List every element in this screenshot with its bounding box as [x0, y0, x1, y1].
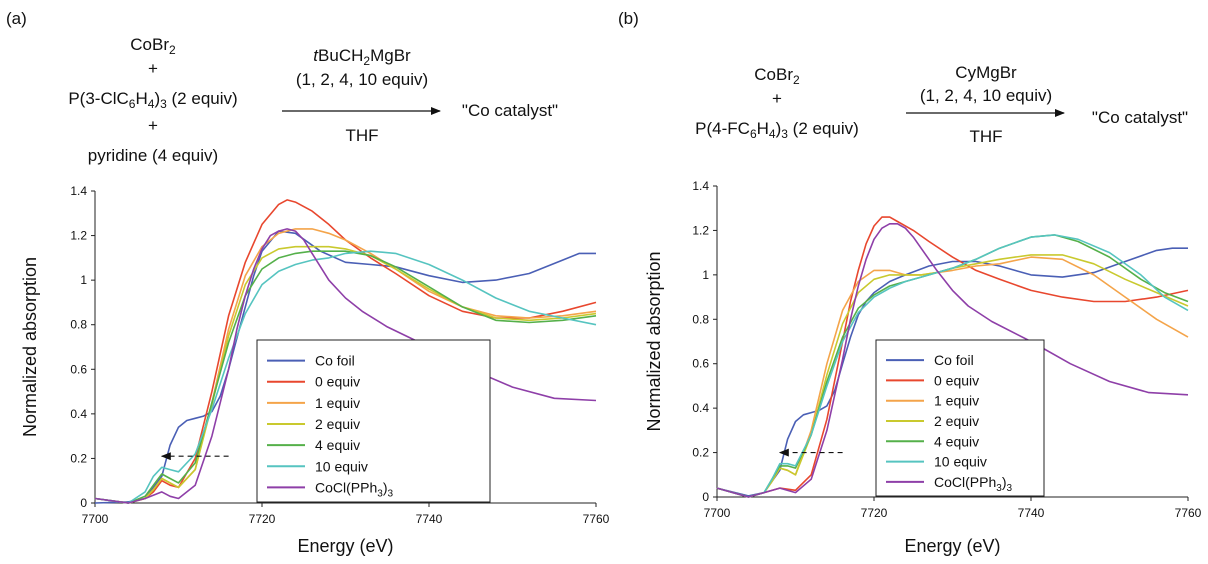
reagent-equiv: (1, 2, 4, 10 equiv) — [920, 86, 1052, 105]
solvent: THF — [969, 127, 1002, 146]
series-line-4-equiv — [94, 250, 597, 504]
reagent-equiv: (1, 2, 4, 10 equiv) — [296, 70, 428, 89]
x-axis-label: Energy (eV) — [904, 536, 1000, 556]
y-tick-label: 1 — [80, 273, 87, 287]
panel-b-scheme: (b) CoBr2 + P(4-FC6H4)3 (2 equiv) CyMgBr… — [618, 9, 1188, 146]
reactant-phosphine: P(4-FC6H4)3 (2 equiv) — [695, 119, 859, 141]
legend-label: 10 equiv — [315, 458, 368, 474]
reactant-phosphine: P(3-ClC6H4)3 (2 equiv) — [68, 89, 237, 111]
y-tick-label: 1.2 — [692, 223, 709, 237]
series-line-cocl-pph3-3 — [716, 223, 1189, 498]
y-tick-label: 0.6 — [70, 362, 87, 376]
xanes-plot-b: 0 0.2 0.4 0.6 0.8 1 1.2 1.4 7700 7720 7740 7760 Ener… — [644, 179, 1202, 556]
legend-label: 0 equiv — [315, 374, 360, 390]
y-tick-label: 0 — [702, 490, 709, 504]
series-line-2-equiv — [716, 254, 1189, 498]
y-tick-label: 0.4 — [70, 407, 87, 421]
y-tick-label: 1.2 — [70, 229, 87, 243]
legend-label: CoCl(PPh3)3 — [315, 479, 393, 499]
legend-label: 2 equiv — [934, 413, 979, 429]
x-tick-label: 7700 — [704, 506, 731, 520]
legend-label: 10 equiv — [934, 454, 987, 470]
product: "Co catalyst" — [1092, 108, 1188, 127]
plus-sign: + — [148, 59, 158, 78]
plus-sign: + — [148, 116, 158, 135]
legend-box — [256, 339, 491, 503]
legend-box — [875, 339, 1045, 497]
x-tick-label: 7760 — [583, 512, 610, 526]
series-line-10-equiv — [716, 234, 1189, 498]
y-tick-label: 0.2 — [692, 446, 709, 460]
product: "Co catalyst" — [462, 101, 558, 120]
x-tick-label: 7740 — [1018, 506, 1045, 520]
series-line-cocl-pph3-3 — [94, 228, 597, 504]
x-tick-label: 7760 — [1175, 506, 1202, 520]
legend-label: CoCl(PPh3)3 — [934, 474, 1012, 494]
series-line-co-foil — [94, 230, 596, 504]
series-line-10-equiv — [94, 250, 597, 504]
y-tick-label: 0 — [80, 496, 87, 510]
legend-label: 4 equiv — [315, 437, 360, 453]
legend: Co foil 0 equiv 1 equiv 2 equiv 4 equiv 10 eq… — [875, 339, 1045, 497]
series-line-4-equiv — [716, 234, 1189, 498]
xanes-plot-a: 0 0.2 0.4 0.6 0.8 1 1.2 1.4 7700 7720 7740 7760 Ener… — [20, 184, 610, 556]
legend-label: Co foil — [934, 352, 974, 368]
legend-label: 2 equiv — [315, 416, 360, 432]
legend-label: 0 equiv — [934, 372, 979, 388]
panel-a-scheme: (a) CoBr2 + P(3-ClC6H4)3 (2 equiv) + pyr… — [6, 9, 558, 165]
y-tick-label: 0.8 — [692, 312, 709, 326]
reactant-cobr2: CoBr2 — [754, 65, 800, 87]
x-tick-label: 7720 — [861, 506, 888, 520]
legend-label: 4 equiv — [934, 433, 979, 449]
x-tick-label: 7700 — [82, 512, 109, 526]
legend-label: Co foil — [315, 353, 355, 369]
x-axis-label: Energy (eV) — [297, 536, 393, 556]
y-tick-label: 1.4 — [692, 179, 709, 193]
x-tick-label: 7740 — [416, 512, 443, 526]
reagent-grignard: tBuCH2MgBr — [313, 46, 411, 68]
legend: Co foil 0 equiv 1 equiv 2 equiv 4 equiv 10 eq… — [256, 339, 491, 503]
reagent-grignard: CyMgBr — [955, 63, 1017, 82]
series-line-0-equiv — [716, 216, 1189, 498]
panel-b-label: (b) — [618, 9, 639, 28]
y-tick-label: 0.6 — [692, 357, 709, 371]
y-tick-label: 0.2 — [70, 451, 87, 465]
plus-sign: + — [772, 89, 782, 108]
y-tick-label: 0.8 — [70, 318, 87, 332]
y-axis-label: Normalized absorption — [20, 257, 40, 437]
y-tick-label: 1.4 — [70, 184, 87, 198]
solvent: THF — [345, 126, 378, 145]
y-tick-label: 1 — [702, 268, 709, 282]
legend-label: 1 equiv — [315, 395, 360, 411]
reactant-pyridine: pyridine (4 equiv) — [88, 146, 218, 165]
x-tick-label: 7720 — [249, 512, 276, 526]
y-axis-label: Normalized absorption — [644, 251, 664, 431]
y-tick-label: 0.4 — [692, 401, 709, 415]
series-line-0-equiv — [94, 199, 597, 504]
legend-label: 1 equiv — [934, 393, 979, 409]
panel-a-label: (a) — [6, 9, 27, 28]
reactant-cobr2: CoBr2 — [130, 35, 176, 57]
